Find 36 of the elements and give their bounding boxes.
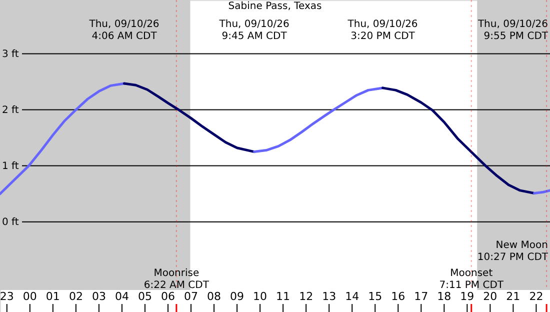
ref-line-label: Moonset 7:11 PM CDT — [439, 268, 504, 291]
x-tick-label: 14 — [345, 290, 360, 303]
x-tick-label: 02 — [68, 290, 83, 303]
x-tick-label: 03 — [92, 290, 106, 303]
chart-title: Sabine Pass, Texas — [228, 1, 322, 12]
x-tick-label: 15 — [368, 290, 382, 303]
x-tick-label: 07 — [184, 290, 198, 303]
x-tick-label: 05 — [138, 290, 152, 303]
y-tick-label: 1 ft — [2, 160, 19, 172]
y-tick-label: 2 ft — [2, 104, 19, 116]
x-tick-label: 22 — [529, 290, 544, 303]
x-tick-label: 11 — [276, 290, 290, 303]
x-tick-label: 06 — [160, 290, 175, 303]
annotation: Thu, 09/10/26 3:20 PM CDT — [346, 19, 418, 42]
x-tick-label: 09 — [230, 290, 244, 303]
x-tick-label: 13 — [322, 290, 336, 303]
ref-line-label: Moonrise 6:22 AM CDT — [144, 268, 210, 291]
ref-line-label: New Moon 10:27 PM CDT — [477, 240, 549, 263]
x-tick-label: 16 — [391, 290, 406, 303]
annotation: Thu, 09/10/26 9:45 AM CDT — [218, 19, 290, 42]
x-tick-label: 01 — [46, 290, 60, 303]
annotation: Thu, 09/10/26 9:55 PM CDT — [476, 19, 549, 42]
x-tick-label: 21 — [506, 290, 520, 303]
y-tick-label: 3 ft — [2, 48, 19, 60]
x-tick-label: 04 — [114, 290, 129, 303]
x-tick-label: 00 — [22, 290, 37, 303]
x-tick-label: 23 — [0, 290, 14, 303]
x-tick-label: 17 — [414, 290, 428, 303]
x-tick-label: 12 — [299, 290, 314, 303]
x-tick-label: 10 — [253, 290, 268, 303]
y-tick-label: 0 ft — [2, 216, 19, 228]
x-tick-label: 18 — [437, 290, 452, 303]
annotation: Thu, 09/10/26 4:06 AM CDT — [88, 19, 160, 42]
x-tick-label: 08 — [207, 290, 222, 303]
x-tick-label: 20 — [483, 290, 498, 303]
x-tick-label: 19 — [460, 290, 474, 303]
